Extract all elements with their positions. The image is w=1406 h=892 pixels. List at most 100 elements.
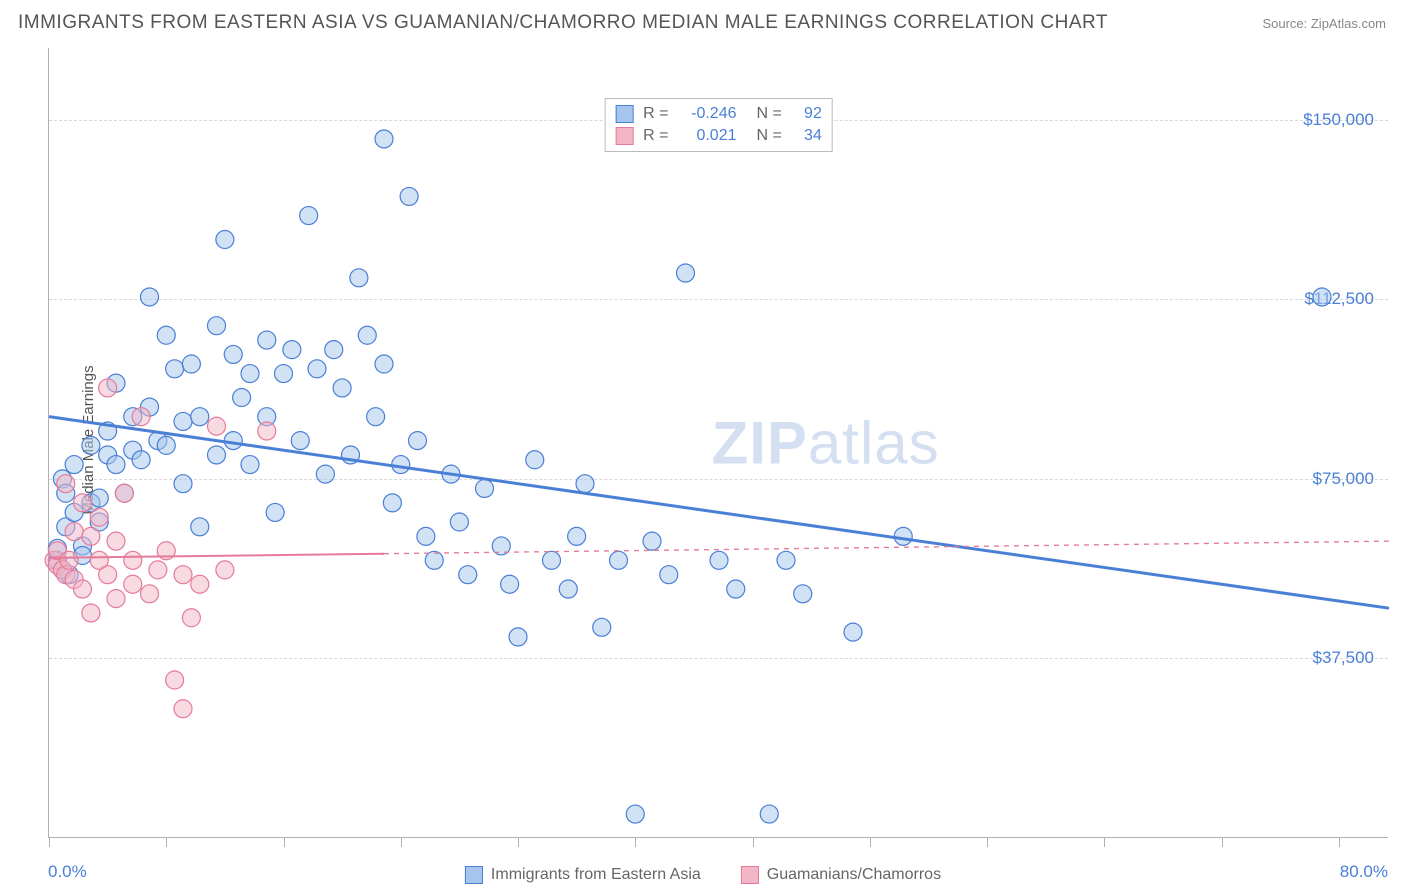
data-point [383,494,401,512]
data-point [677,264,695,282]
data-point [65,456,83,474]
data-point [333,379,351,397]
data-point [568,527,586,545]
data-point [224,345,242,363]
data-point [99,379,117,397]
stats-row: R = -0.246 N = 92 [615,103,822,125]
data-point [166,360,184,378]
x-tick [49,837,50,847]
data-point [191,575,209,593]
data-point [760,805,778,823]
data-point [593,618,611,636]
data-point [65,523,83,541]
data-point [82,436,100,454]
data-point [660,566,678,584]
data-point [316,465,334,483]
trend-line-extrapolated [384,541,1389,554]
data-point [174,412,192,430]
data-point [626,805,644,823]
data-point [191,518,209,536]
data-point [208,317,226,335]
data-point [794,585,812,603]
r-value: -0.246 [679,105,737,123]
x-tick [1222,837,1223,847]
legend-swatch [615,127,633,145]
data-point [107,456,125,474]
data-point [208,446,226,464]
legend-label: Immigrants from Eastern Asia [491,866,701,884]
n-value: 34 [792,127,822,145]
legend-label: Guamanians/Chamorros [767,866,941,884]
data-point [325,341,343,359]
data-point [710,551,728,569]
legend-swatch [741,866,759,884]
data-point [157,436,175,454]
scatter-svg [49,48,1388,837]
data-point [610,551,628,569]
x-tick [166,837,167,847]
x-axis-end-label: 80.0% [1340,862,1388,882]
x-tick [401,837,402,847]
data-point [643,532,661,550]
data-point [844,623,862,641]
x-axis-start-label: 0.0% [48,862,87,882]
x-tick [1104,837,1105,847]
data-point [216,561,234,579]
x-tick [1339,837,1340,847]
x-tick [753,837,754,847]
data-point [107,590,125,608]
data-point [132,451,150,469]
chart-title: IMMIGRANTS FROM EASTERN ASIA VS GUAMANIA… [18,12,1108,34]
stats-row: R =0.021N =34 [615,125,822,147]
data-point [417,527,435,545]
n-value: 92 [792,105,822,123]
data-point [149,561,167,579]
x-tick [870,837,871,847]
data-point [459,566,477,584]
data-point [82,604,100,622]
data-point [191,408,209,426]
data-point [241,456,259,474]
legend-swatch [465,866,483,884]
data-point [777,551,795,569]
data-point [107,532,125,550]
data-point [576,475,594,493]
data-point [174,475,192,493]
source-attribution: Source: ZipAtlas.com [1262,16,1386,31]
stat-label: R = [643,105,668,123]
data-point [258,422,276,440]
x-tick [987,837,988,847]
data-point [182,355,200,373]
data-point [283,341,301,359]
data-point [166,671,184,689]
data-point [300,207,318,225]
data-point [124,551,142,569]
data-point [74,494,92,512]
stats-legend-box: R = -0.246 N = 92 R =0.021N =34 [604,98,833,152]
x-tick [518,837,519,847]
data-point [174,700,192,718]
legend-item: Immigrants from Eastern Asia [465,866,701,884]
data-point [367,408,385,426]
data-point [400,187,418,205]
trend-line [49,417,1389,609]
data-point [450,513,468,531]
data-point [57,475,75,493]
data-point [375,355,393,373]
bottom-legend: Immigrants from Eastern Asia Guamanians/… [465,866,941,884]
data-point [476,479,494,497]
data-point [82,527,100,545]
data-point [141,288,159,306]
data-point [174,566,192,584]
r-value: 0.021 [679,127,737,145]
data-point [132,408,150,426]
data-point [208,417,226,435]
data-point [99,566,117,584]
data-point [275,365,293,383]
x-tick [635,837,636,847]
data-point [266,503,284,521]
data-point [124,575,142,593]
data-point [115,484,133,502]
legend-swatch [615,105,633,123]
stat-label: N = [757,105,782,123]
